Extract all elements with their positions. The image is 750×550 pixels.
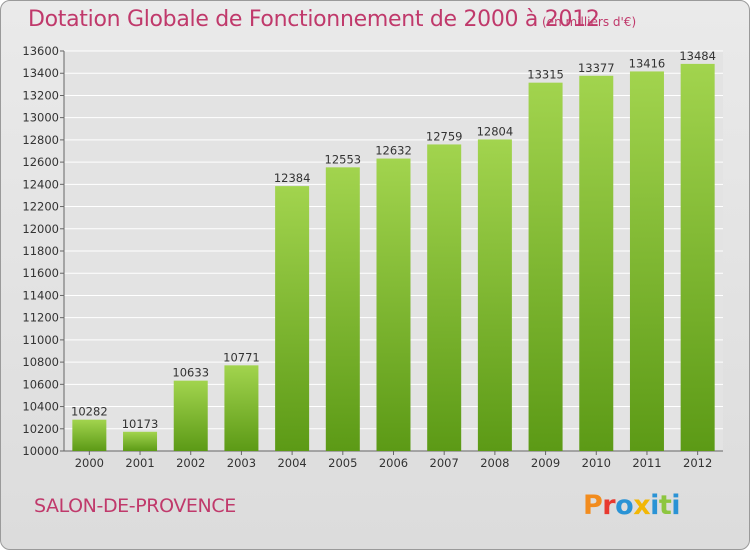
logo-letter: t: [658, 490, 672, 521]
y-tick-label: 13600: [22, 44, 59, 58]
bar: [173, 380, 208, 451]
y-tick-label: 10400: [22, 400, 59, 414]
bar: [72, 419, 107, 451]
y-tick-label: 10800: [22, 355, 59, 369]
y-tick-label: 11200: [22, 311, 59, 325]
y-tick-label: 10200: [22, 422, 59, 436]
city-name: SALON-DE-PROVENCE: [34, 495, 236, 517]
x-tick-label: 2003: [227, 456, 256, 470]
logo-letter: i: [650, 490, 659, 521]
bar-value-label: 10633: [172, 366, 209, 380]
bar-value-label: 10173: [122, 417, 159, 431]
bar-value-label: 12384: [274, 171, 311, 185]
chart-unit: (en milliers d'€): [542, 15, 637, 29]
bar-value-label: 12632: [375, 144, 412, 158]
bar: [224, 365, 259, 451]
bar-value-label: 13416: [629, 56, 666, 70]
bar: [123, 431, 158, 451]
y-tick-label: 11000: [22, 333, 59, 347]
x-tick-label: 2010: [582, 456, 611, 470]
y-tick-label: 13000: [22, 111, 59, 125]
x-tick-label: 2006: [379, 456, 408, 470]
y-tick-label: 12800: [22, 133, 59, 147]
bar-value-label: 12804: [477, 124, 514, 138]
x-tick-label: 2007: [430, 456, 459, 470]
y-tick-label: 10600: [22, 377, 59, 391]
bar: [376, 158, 411, 452]
y-tick-label: 10000: [22, 444, 59, 458]
y-tick-label: 12600: [22, 155, 59, 169]
bar: [325, 167, 360, 452]
proxiti-logo: Proxiti: [583, 490, 681, 521]
y-tick-label: 11600: [22, 266, 59, 280]
bar-value-label: 10282: [71, 405, 108, 419]
bar: [629, 71, 664, 451]
bar: [579, 75, 614, 452]
x-tick-label: 2002: [176, 456, 205, 470]
y-tick-label: 13400: [22, 66, 59, 80]
logo-letter: i: [671, 490, 681, 521]
y-tick-label: 12000: [22, 222, 59, 236]
y-tick-label: 12200: [22, 200, 59, 214]
x-tick-label: 2012: [683, 456, 712, 470]
x-tick-label: 2004: [277, 456, 306, 470]
y-tick-label: 13200: [22, 88, 59, 102]
logo-letter: o: [615, 490, 634, 521]
logo-letter: P: [583, 490, 603, 521]
bar: [680, 63, 715, 452]
y-tick-label: 12400: [22, 177, 59, 191]
bar-value-label: 13315: [527, 68, 564, 82]
bar: [275, 186, 310, 451]
logo-letter: x: [633, 490, 651, 521]
bar-value-label: 12759: [426, 129, 463, 143]
x-tick-label: 2000: [75, 456, 104, 470]
chart-title: Dotation Globale de Fonctionnement de 20…: [28, 7, 600, 32]
bar-value-label: 13484: [679, 49, 716, 63]
bar: [427, 144, 462, 451]
y-tick-label: 11800: [22, 244, 59, 258]
bar: [528, 82, 563, 452]
x-tick-label: 2005: [328, 456, 357, 470]
bar-value-label: 10771: [223, 350, 260, 364]
bar: [477, 139, 512, 451]
logo-letter: r: [602, 490, 616, 521]
bar-value-label: 12553: [325, 152, 362, 166]
x-tick-label: 2011: [632, 456, 661, 470]
y-tick-label: 11400: [22, 288, 59, 302]
x-tick-label: 2008: [480, 456, 509, 470]
x-tick-label: 2009: [531, 456, 560, 470]
x-tick-label: 2001: [125, 456, 154, 470]
bar-value-label: 13377: [578, 61, 615, 75]
